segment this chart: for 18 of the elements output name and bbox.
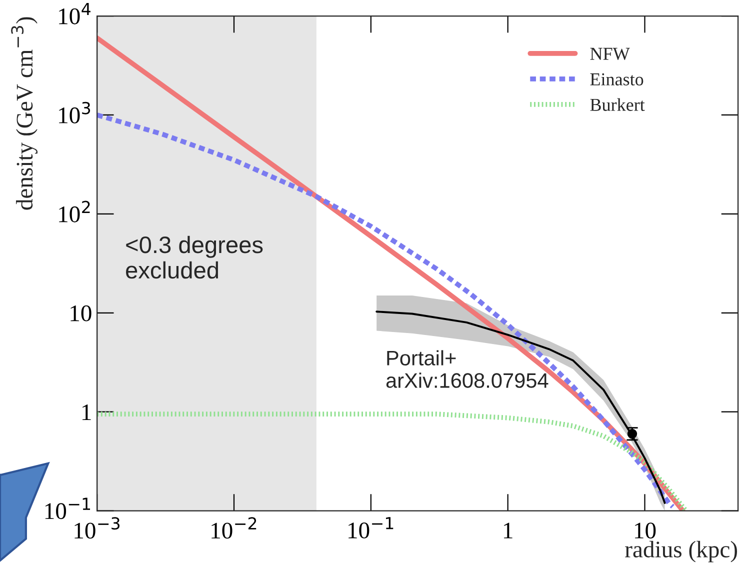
legend-label: Burkert [590, 98, 645, 111]
x-tick-label: 10 [635, 522, 656, 539]
y-tick-label: 1 [82, 404, 91, 420]
legend-label: Einasto [590, 73, 644, 86]
y-tick-label: 10 [70, 305, 92, 322]
x-tick-label: 1 [504, 522, 512, 538]
y-tick-label: 10$^{4}$ [59, 2, 90, 24]
x-axis-title: radius (kpc) [625, 540, 737, 562]
x-tick-label: 10$^{−3}$ [74, 517, 120, 539]
y-tick-label: 10$^{−1}$ [45, 498, 90, 520]
band-label: <0.3 degrees excluded [126, 236, 263, 279]
x-tick-label: 10$^{−2}$ [212, 517, 256, 539]
y-tick-label: 10$^{3}$ [59, 102, 90, 124]
y-tick-label: 10$^{2}$ [59, 200, 90, 222]
legend-label: NFW [590, 48, 630, 60]
annotation: Portail+ arXiv:1608.07954 [386, 350, 548, 388]
y-axis-title: density (GeV cm$^{−3}$) [11, 17, 38, 210]
x-tick-label: 10$^{−1}$ [348, 517, 394, 538]
